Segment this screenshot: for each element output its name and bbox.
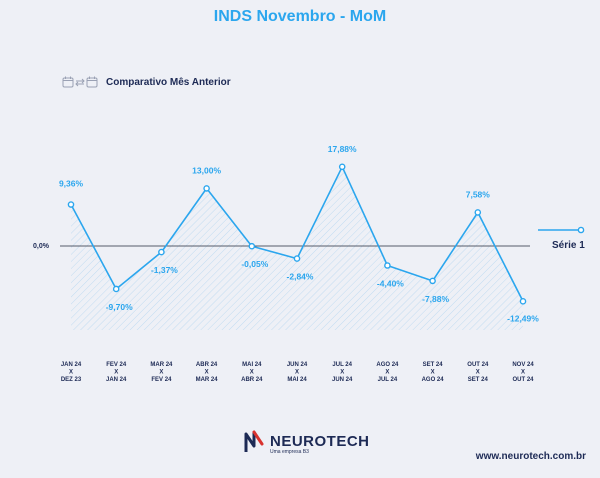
data-label: -1,37% xyxy=(151,265,178,275)
data-label: 13,00% xyxy=(192,165,221,175)
x-tick-line: X xyxy=(431,370,435,376)
x-tick-line: OUT 24 xyxy=(512,377,534,383)
data-point xyxy=(384,262,391,269)
line-chart: 0,0% 9,36% -9,70% -1,37% 13,00% -0,05% -2,84%… xyxy=(33,144,585,383)
x-tick-line: JUL 24 xyxy=(378,377,398,383)
x-tick-line: SET 24 xyxy=(468,377,489,383)
x-tick-label: SET 24 X AGO 24 xyxy=(422,362,445,383)
x-tick-line: FEV 24 xyxy=(106,362,127,368)
x-tick-line: ABR 24 xyxy=(196,362,218,368)
x-tick-line: X xyxy=(521,370,525,376)
x-tick-line: X xyxy=(250,370,254,376)
data-point xyxy=(474,209,482,216)
x-tick-line: X xyxy=(476,370,480,376)
x-tick-label: MAI 24 X ABR 24 xyxy=(241,362,263,383)
zero-axis-label: 0,0% xyxy=(33,243,50,250)
x-tick-line: X xyxy=(295,370,299,376)
chart-title: INDS Novembro - MoM xyxy=(213,8,387,25)
data-point xyxy=(112,285,120,293)
data-point xyxy=(158,248,165,256)
x-tick-label: MAR 24 X FEV 24 xyxy=(150,362,173,383)
x-tick-label: JUL 24 X JUN 24 xyxy=(332,362,353,383)
x-tick-label: NOV 24 X OUT 24 xyxy=(512,362,534,383)
data-label: 9,36% xyxy=(59,179,84,189)
x-tick-line: JUN 24 xyxy=(287,362,308,368)
x-tick-line: MAI 24 xyxy=(287,377,307,383)
brand-name: NEUROTECH xyxy=(270,433,370,450)
data-label: -2,84% xyxy=(287,272,314,282)
x-tick-label: ABR 24 X MAR 24 xyxy=(196,362,219,383)
data-label: -7,88% xyxy=(422,294,449,304)
x-tick-line: X xyxy=(205,370,209,376)
x-tick-line: JAN 24 xyxy=(106,377,127,383)
legend-label: Série 1 xyxy=(552,240,585,251)
x-tick-line: JAN 24 xyxy=(61,362,82,368)
x-tick-line: X xyxy=(385,370,389,376)
series-area xyxy=(71,166,523,330)
x-tick-line: ABR 24 xyxy=(241,377,263,383)
data-point xyxy=(203,185,210,192)
x-tick-line: X xyxy=(159,370,163,376)
data-label: -4,40% xyxy=(377,278,404,288)
data-label: 17,88% xyxy=(328,144,357,154)
x-tick-line: MAR 24 xyxy=(150,362,173,368)
x-tick-line: MAI 24 xyxy=(242,362,262,368)
x-tick-label: FEV 24 X JAN 24 xyxy=(106,362,127,383)
data-point xyxy=(67,201,75,208)
calendar-compare-icon xyxy=(62,76,100,88)
x-tick-label: JAN 24 X DEZ 23 xyxy=(61,362,82,383)
legend-marker xyxy=(577,226,585,234)
data-point xyxy=(519,298,527,305)
data-point xyxy=(248,242,256,250)
data-label: -12,49% xyxy=(507,313,539,323)
x-tick-line: X xyxy=(114,370,118,376)
x-tick-line: OUT 24 xyxy=(467,362,489,368)
x-tick-line: X xyxy=(69,370,73,376)
x-tick-line: AGO 24 xyxy=(376,362,399,368)
neurotech-mark-icon xyxy=(244,430,264,459)
x-tick-line: DEZ 23 xyxy=(61,377,82,383)
x-tick-line: SET 24 xyxy=(423,362,444,368)
x-tick-line: NOV 24 xyxy=(512,362,534,368)
website-link[interactable]: www.neurotech.com.br xyxy=(475,451,586,462)
x-tick-line: MAR 24 xyxy=(196,377,219,383)
chart-subtitle: Comparativo Mês Anterior xyxy=(106,76,231,88)
x-tick-label: OUT 24 X SET 24 xyxy=(467,362,489,383)
neurotech-logo: NEUROTECH Uma empresa B3 xyxy=(244,430,370,459)
x-tick-line: FEV 24 xyxy=(151,377,172,383)
subtitle-row: Comparativo Mês Anterior xyxy=(62,76,231,88)
data-label: -0,05% xyxy=(241,259,268,269)
x-tick-line: JUN 24 xyxy=(332,377,353,383)
data-point xyxy=(338,163,346,171)
x-tick-line: JUL 24 xyxy=(332,362,352,368)
x-tick-label: AGO 24 X JUL 24 xyxy=(376,362,399,383)
data-label: 7,58% xyxy=(466,189,491,199)
x-tick-line: AGO 24 xyxy=(422,377,445,383)
data-point xyxy=(429,277,436,285)
data-point xyxy=(293,255,301,262)
data-label: -9,70% xyxy=(106,302,133,312)
brand-tagline: Uma empresa B3 xyxy=(270,449,309,455)
x-tick-label: JUN 24 X MAI 24 xyxy=(287,362,308,383)
x-tick-line: X xyxy=(340,370,344,376)
